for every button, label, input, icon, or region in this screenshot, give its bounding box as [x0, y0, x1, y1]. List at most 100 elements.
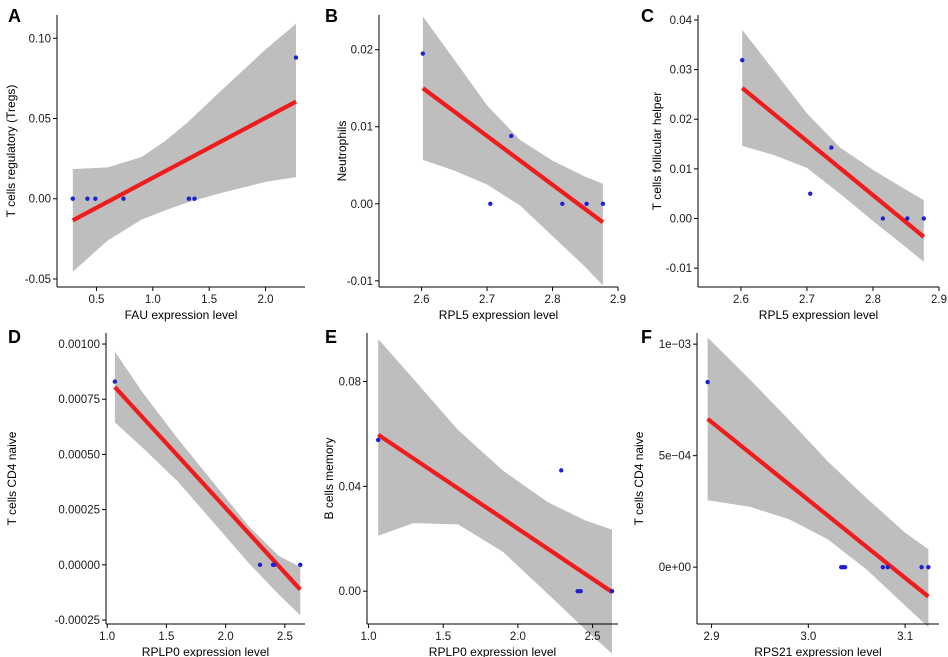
x-tick-label-c-3: 2.8	[865, 294, 881, 306]
data-point-b-2	[488, 201, 493, 206]
x-tick-label-a-1: 0.5	[88, 294, 104, 306]
data-point-b-1	[420, 51, 426, 56]
regression-line-c	[740, 86, 926, 239]
x-axis-title-b: RPL5 expression level	[439, 308, 558, 322]
confidence-band-b	[422, 16, 603, 286]
panel-c: C 2.6 2.7 2.8 2.9 -0.01 0.00 0.01 0.02 0.03 0.04 RP…	[641, 6, 947, 322]
x-tick-label-f-1: 2.9	[704, 631, 720, 643]
x-axis-title-e: RPLP0 expression level	[429, 645, 556, 657]
data-point-d-5	[298, 562, 303, 568]
panel-e: E 1.0 1.5 2.0 2.5 0.00 0.04 0.08 RPLP0 expressio…	[322, 327, 618, 657]
x-tick-label-c-1: 2.6	[733, 294, 749, 306]
data-point-a-7	[293, 55, 299, 60]
y-tick-label-c-6: 0.04	[670, 15, 693, 27]
x-tick-label-e-4: 2.5	[585, 631, 601, 643]
x-tick-label-c-4: 2.9	[931, 294, 947, 306]
y-tick-label-a-1: -0.05	[25, 274, 51, 286]
data-point-d-4	[272, 562, 277, 568]
y-tick-label-c-2: 0.00	[670, 214, 692, 226]
regression-line-b	[421, 86, 605, 224]
data-point-b-3	[509, 133, 514, 139]
x-tick-label-c-2: 2.7	[799, 294, 815, 306]
data-point-f-6	[885, 564, 890, 570]
data-point-f-4	[842, 564, 848, 570]
data-point-f-5	[880, 564, 886, 570]
data-point-b-4	[560, 201, 565, 206]
y-tick-label-d-4: 0.00050	[58, 449, 100, 461]
confidence-band-c	[742, 29, 924, 262]
data-point-a-1	[70, 196, 75, 201]
data-point-d-1	[112, 379, 118, 384]
y-tick-label-a-4: 0.10	[29, 33, 51, 45]
y-tick-label-e-3: 0.08	[339, 377, 361, 389]
x-axis-title-d: RPLP0 expression level	[142, 645, 269, 657]
y-axis-title-b: Neutrophils	[335, 121, 349, 182]
y-tick-label-d-1: -0.00025	[55, 615, 100, 627]
data-point-b-5	[584, 201, 589, 206]
data-point-b-6	[600, 201, 606, 206]
y-tick-label-e-2: 0.04	[339, 481, 362, 493]
y-tick-label-b-1: -0.01	[347, 276, 373, 288]
x-tick-label-a-4: 2.0	[258, 294, 274, 306]
data-point-c-6	[921, 216, 927, 221]
data-point-c-4	[880, 216, 886, 221]
y-tick-label-f-3: 1e−03	[659, 339, 691, 351]
data-point-a-2	[85, 196, 90, 201]
regression-line-e	[377, 432, 614, 594]
y-axis-title-d: T cells CD4 naive	[5, 431, 19, 525]
data-point-f-7	[919, 564, 924, 570]
x-tick-label-e-2: 1.5	[435, 631, 451, 643]
panel-d: D 1.0 1.5 2.0 2.5 -0.00025 0.00000 0.00025 0.000…	[5, 327, 305, 657]
y-tick-label-a-3: 0.05	[29, 114, 51, 126]
y-axis-title-f: T cells CD4 naive	[632, 431, 646, 525]
y-tick-label-a-2: 0.00	[29, 194, 51, 206]
x-tick-label-d-3: 2.0	[218, 631, 234, 643]
panel-letter-b: B	[325, 6, 338, 26]
panel-letter-e: E	[325, 327, 337, 347]
y-tick-label-d-5: 0.00075	[58, 394, 100, 406]
data-point-e-2	[559, 468, 564, 473]
y-tick-label-f-1: 0e+00	[659, 562, 691, 574]
regression-line-d	[113, 385, 302, 591]
data-point-e-5	[609, 589, 615, 594]
x-tick-label-f-2: 3.0	[800, 631, 816, 643]
x-tick-label-d-4: 2.5	[277, 631, 293, 643]
x-tick-label-a-3: 1.5	[201, 294, 217, 306]
regression-line-f	[706, 417, 930, 599]
y-tick-label-f-2: 5e−04	[659, 451, 692, 463]
panel-a: A 0.5 1.0 1.5 2.0 -0.05 0.00 0.05 0.10 FAU expres…	[4, 6, 305, 322]
y-axis-title-a: T cells regulatory (Tregs)	[4, 85, 18, 218]
x-axis-title-c: RPL5 expression level	[759, 308, 878, 322]
x-tick-label-e-3: 2.0	[510, 631, 526, 643]
panel-letter-f: F	[641, 327, 652, 347]
regression-line-a	[71, 99, 297, 223]
confidence-band-a	[72, 23, 296, 272]
x-axis-title-f: RPS21 expression level	[754, 645, 881, 657]
y-axis-title-c: T cells follicular helper	[650, 92, 664, 211]
data-point-e-4	[578, 589, 583, 594]
x-tick-label-f-3: 3.1	[897, 631, 913, 643]
confidence-band-d	[114, 351, 301, 616]
panel-f: F 2.9 3.0 3.1 0e+00 5e−04 1e−03 RPS21 expressio…	[632, 327, 939, 657]
y-tick-label-c-3: 0.01	[670, 164, 692, 176]
data-point-c-1	[740, 57, 745, 63]
panel-letter-d: D	[8, 327, 21, 347]
y-axis-title-e: B cells memory	[322, 437, 336, 519]
data-point-e-1	[376, 437, 381, 443]
data-point-a-3	[93, 196, 98, 201]
x-tick-label-e-1: 1.0	[360, 631, 376, 643]
x-tick-label-d-2: 1.5	[158, 631, 174, 643]
x-tick-label-b-2: 2.7	[479, 294, 495, 306]
x-tick-label-b-1: 2.6	[414, 294, 430, 306]
x-tick-label-b-3: 2.8	[545, 294, 561, 306]
y-tick-label-b-2: 0.00	[351, 199, 373, 211]
x-tick-label-a-2: 1.0	[145, 294, 161, 306]
data-point-c-5	[905, 216, 910, 221]
panel-b: B 2.6 2.7 2.8 2.9 -0.01 0.00 0.01 0.02 RPL5 expre…	[325, 6, 626, 322]
y-tick-label-c-5: 0.03	[670, 65, 692, 77]
data-point-f-8	[926, 564, 931, 570]
data-point-c-2	[808, 191, 813, 196]
y-tick-label-d-3: 0.00025	[58, 505, 100, 517]
data-point-d-2	[257, 562, 263, 568]
